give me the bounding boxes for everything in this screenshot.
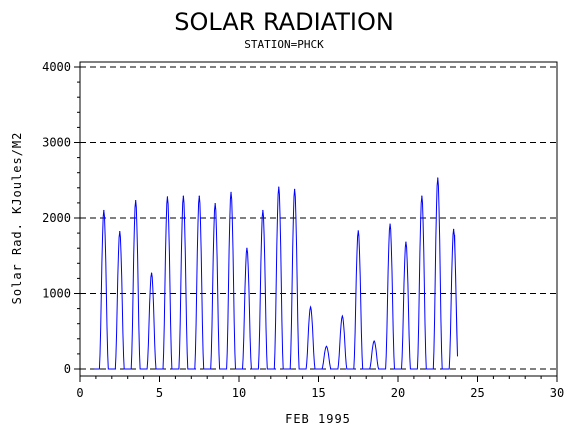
chart-subtitle: STATION=PHCK [244, 38, 324, 51]
x-tick-label: 0 [76, 386, 83, 400]
peak-point-day-10 [246, 247, 248, 249]
y-axis-ticks: 0 1000 2000 3000 4000 [42, 60, 80, 376]
peak-point-day-8 [214, 203, 216, 205]
y-tick-label: 0 [64, 362, 71, 376]
x-tick-label: 15 [311, 386, 325, 400]
axes [79, 61, 558, 377]
peak-point-day-2 [119, 230, 121, 233]
grid-lines [80, 66, 557, 370]
series-area [94, 177, 458, 370]
peak-point-day-14 [309, 306, 312, 308]
y-tick-label: 1000 [42, 287, 71, 301]
peak-point-day-16 [341, 315, 343, 317]
peak-point-day-3 [135, 200, 137, 202]
peak-point-day-19 [389, 223, 391, 225]
peak-point-day-15 [325, 345, 328, 347]
y-axis-label: Solar Rad. KJoules/M2 [10, 132, 24, 305]
peak-point-day-5 [166, 196, 169, 198]
peak-point-day-6 [182, 195, 184, 197]
chart-title: SOLAR RADIATION [174, 8, 394, 36]
x-tick-label: 20 [391, 386, 405, 400]
x-tick-label: 5 [156, 386, 163, 400]
peak-point-day-9 [230, 191, 232, 193]
peak-point-day-18 [373, 340, 375, 342]
x-tick-label: 10 [232, 386, 246, 400]
peak-point-day-13 [294, 188, 296, 190]
peak-point-day-12 [278, 186, 280, 188]
y-tick-label: 2000 [42, 211, 71, 225]
peak-point-day-7 [198, 195, 200, 197]
y-tick-label: 4000 [42, 60, 71, 74]
peak-point-day-17 [357, 230, 359, 232]
plot-frame [79, 61, 558, 377]
radiation-series-line [94, 177, 458, 370]
peak-point-day-20 [405, 241, 407, 243]
peak-point-day-11 [262, 209, 264, 212]
peak-point-day-23 [453, 228, 455, 230]
peak-point-day-4 [150, 272, 153, 274]
x-tick-label: 30 [550, 386, 564, 400]
peak-point-day-1 [103, 209, 105, 212]
x-tick-label: 25 [470, 386, 484, 400]
peak-point-day-21 [421, 195, 423, 197]
x-axis-ticks: 0 5 10 15 20 25 30 [76, 376, 564, 400]
x-axis-label: FEB 1995 [285, 412, 351, 426]
peak-point-day-22 [437, 177, 439, 179]
y-tick-label: 3000 [42, 136, 71, 150]
